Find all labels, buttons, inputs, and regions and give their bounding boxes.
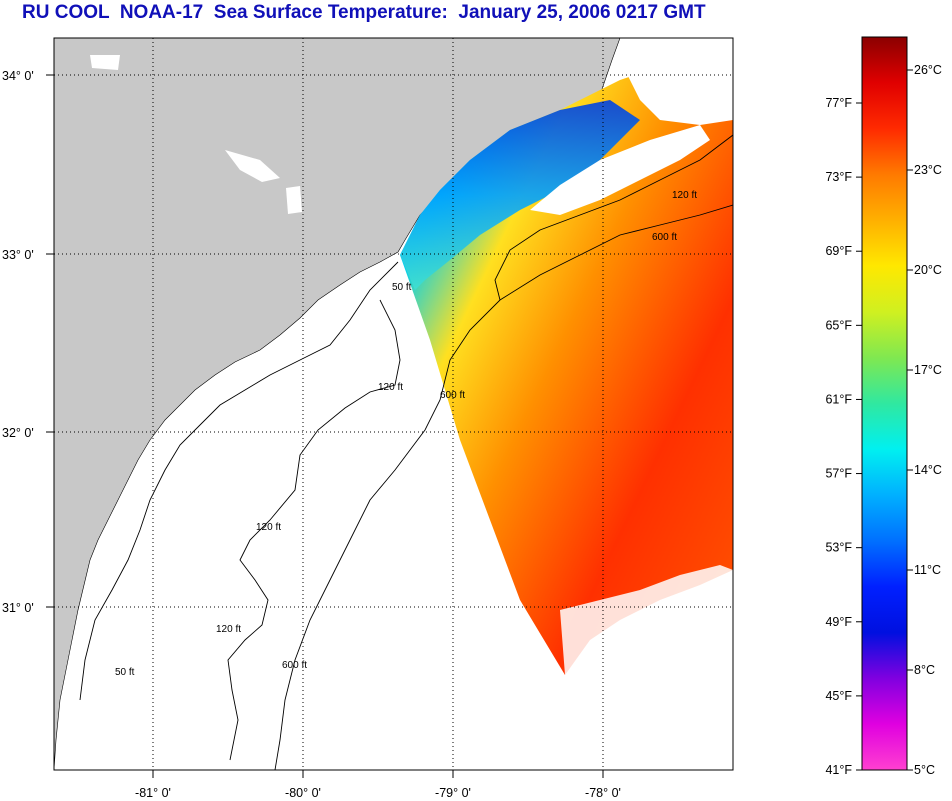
latitude-label: 33° 0' bbox=[2, 248, 34, 262]
fahrenheit-label: 73°F bbox=[825, 170, 852, 184]
contour-120ft-north bbox=[494, 134, 733, 301]
contour-label: 50 ft bbox=[115, 667, 135, 678]
map-frame bbox=[53, 37, 734, 771]
cloud-gap bbox=[560, 565, 733, 675]
celsius-label: 23°C bbox=[914, 163, 942, 177]
cloud-gap bbox=[530, 125, 710, 215]
celsius-labels: 26°C 23°C 20°C 17°C 14°C 11°C 8°C 5°C bbox=[914, 63, 942, 777]
sst-northern-cool-water bbox=[400, 100, 640, 290]
fahrenheit-label: 61°F bbox=[825, 392, 852, 406]
celsius-label: 11°C bbox=[914, 563, 941, 577]
celsius-label: 17°C bbox=[914, 363, 942, 377]
latitude-label: 31° 0' bbox=[2, 601, 34, 615]
fahrenheit-label: 77°F bbox=[825, 96, 852, 110]
longitude-label: -81° 0' bbox=[135, 786, 171, 800]
latitude-label: 32° 0' bbox=[2, 426, 34, 440]
colorbar-scale bbox=[861, 36, 908, 771]
sst-map: 50 ft 120 ft 600 ft 600 ft 120 ft 120 ft… bbox=[2, 37, 734, 800]
celsius-label: 20°C bbox=[914, 263, 942, 277]
contour-label: 600 ft bbox=[282, 660, 307, 671]
inland-water bbox=[225, 150, 280, 182]
fahrenheit-label: 53°F bbox=[825, 541, 852, 555]
longitude-label: -79° 0' bbox=[435, 786, 471, 800]
map-title: RU COOL NOAA-17 Sea Surface Temperature:… bbox=[22, 2, 706, 23]
celsius-label: 14°C bbox=[914, 463, 942, 477]
contour-600ft bbox=[274, 204, 733, 770]
fahrenheit-label: 41°F bbox=[825, 763, 852, 777]
bathymetry-contours bbox=[79, 134, 733, 770]
fahrenheit-label: 57°F bbox=[825, 467, 852, 481]
fahrenheit-label: 45°F bbox=[825, 689, 852, 703]
fahrenheit-label: 49°F bbox=[825, 615, 852, 629]
celsius-label: 26°C bbox=[914, 63, 942, 77]
fahrenheit-label: 65°F bbox=[825, 318, 852, 332]
contour-120ft bbox=[227, 299, 401, 761]
celsius-label: 8°C bbox=[914, 663, 935, 677]
contour-label: 120 ft bbox=[256, 522, 281, 533]
latitude-label: 34° 0' bbox=[2, 69, 34, 83]
longitude-label: -78° 0' bbox=[585, 786, 621, 800]
fahrenheit-labels: 77°F 73°F 69°F 65°F 61°F 57°F 53°F 49°F 45°F 41°F bbox=[825, 96, 852, 777]
contour-50ft bbox=[79, 261, 399, 701]
contour-label: 120 ft bbox=[216, 624, 241, 635]
inland-water bbox=[90, 55, 120, 70]
axis-ticks bbox=[46, 74, 604, 778]
contour-label: 120 ft bbox=[672, 190, 697, 201]
contour-label: 120 ft bbox=[378, 382, 403, 393]
contour-label: 50 ft bbox=[392, 282, 412, 293]
cloud-gap bbox=[620, 45, 733, 125]
contour-label: 600 ft bbox=[440, 390, 465, 401]
colorbar-ticks bbox=[856, 69, 913, 771]
fahrenheit-label: 69°F bbox=[825, 244, 852, 258]
inland-water bbox=[286, 186, 302, 214]
celsius-label: 5°C bbox=[914, 763, 935, 777]
contour-label: 600 ft bbox=[652, 232, 677, 243]
longitude-label: -80° 0' bbox=[285, 786, 321, 800]
